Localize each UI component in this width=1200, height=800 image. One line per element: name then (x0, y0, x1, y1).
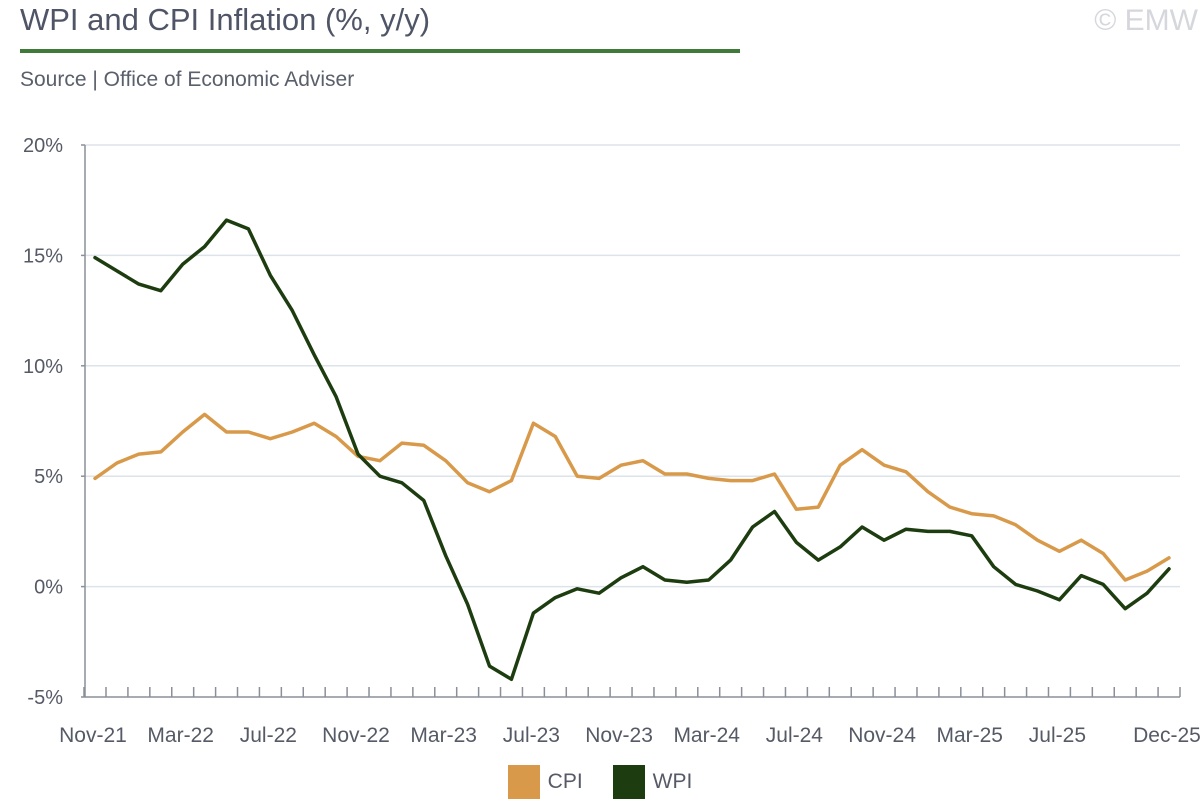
legend-label-wpi: WPI (652, 770, 693, 793)
legend-item-cpi: CPI (507, 765, 583, 799)
axes: -5% 0% 5% 10% 15% 20% Nov-21 Mar-22 Jul-22 Nov-22… (23, 135, 1200, 747)
y-tick-label: 15% (23, 245, 63, 267)
y-tick-label: 20% (23, 135, 63, 157)
chart-legend: CPI WPI (0, 765, 1200, 799)
x-tick-label: Mar-23 (410, 724, 477, 747)
legend-swatch-wpi (612, 765, 645, 799)
x-tick-label: Nov-22 (322, 724, 390, 747)
legend-item-wpi: WPI (612, 765, 693, 799)
x-tick-label: Jul-25 (1029, 724, 1086, 747)
line-chart: -5% 0% 5% 10% 15% 20% Nov-21 Mar-22 Jul-22 Nov-22… (23, 135, 1200, 747)
legend-label-cpi: CPI (547, 770, 583, 793)
x-tick-label: Dec-25 (1133, 724, 1200, 747)
series-line-cpi (93, 412, 1171, 582)
x-tick-label: Jul-23 (503, 724, 560, 747)
legend-swatch-cpi (507, 765, 540, 799)
y-tick-label: -5% (27, 687, 63, 709)
x-tick-label: Mar-25 (936, 724, 1003, 747)
chart-subtitle: Source | Office of Economic Adviser (20, 68, 355, 91)
x-tick-label: Jul-22 (240, 724, 297, 747)
x-tick-label: Nov-24 (848, 724, 916, 747)
copyright-watermark: © EMW (1094, 4, 1198, 37)
x-tick-label: Mar-24 (673, 724, 740, 747)
grid-lines (85, 144, 1180, 588)
y-tick-label: 5% (34, 466, 63, 488)
chart-title: WPI and CPI Inflation (%, y/y) (20, 2, 431, 37)
x-tick-label: Nov-21 (59, 724, 127, 747)
title-underline (20, 49, 740, 53)
y-tick-label: 10% (23, 356, 63, 378)
series-lines (93, 218, 1171, 682)
y-tick-label: 0% (34, 577, 63, 599)
x-tick-label: Mar-22 (147, 724, 214, 747)
series-line-wpi (93, 218, 1171, 682)
x-tick-label: Jul-24 (766, 724, 824, 747)
x-tick-label: Nov-23 (585, 724, 653, 747)
